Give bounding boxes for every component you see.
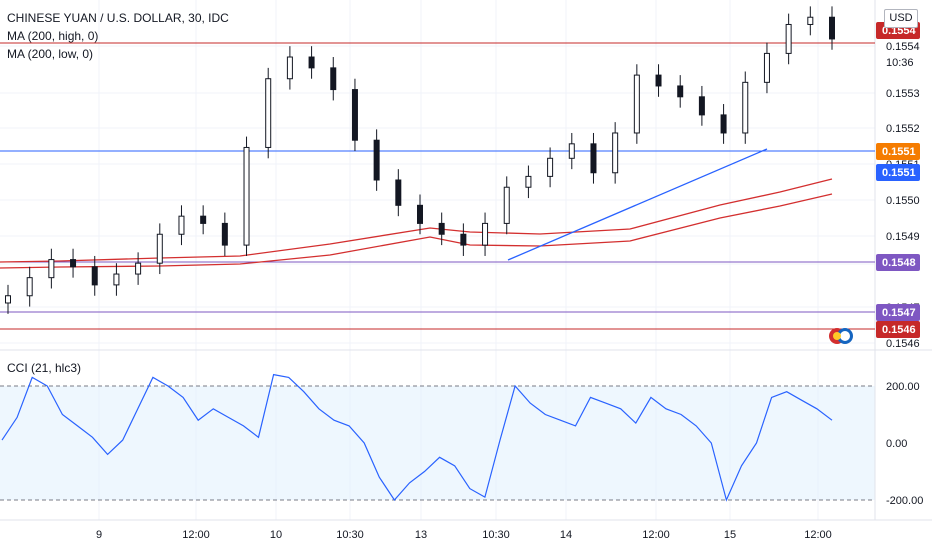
candle-body <box>590 143 597 174</box>
candle-body <box>482 222 489 246</box>
candles-group <box>5 6 835 314</box>
price-tag-label: 0.1551 <box>882 146 916 158</box>
time-tick-label: 14 <box>560 529 572 541</box>
candle-body <box>395 179 402 206</box>
currency-button[interactable]: USD <box>884 9 918 28</box>
candle-body <box>200 215 207 224</box>
flag-icon <box>829 328 853 344</box>
candle-body <box>677 85 684 98</box>
price-tag-label: 0.1551 <box>882 167 916 179</box>
time-tick-label: 10:30 <box>482 529 510 541</box>
price-tag-badge <box>876 304 920 321</box>
candle-body <box>698 96 705 116</box>
cci-axis: 200.00 0.00 -200.00 <box>886 381 923 507</box>
ma-high-line <box>0 178 833 263</box>
price-tick-label: 0.1554 <box>886 41 920 53</box>
countdown-label: 10:36 <box>886 57 914 69</box>
candle-body <box>308 56 315 69</box>
time-tick-label: 10:30 <box>336 529 364 541</box>
price-tag-label: 0.1554 <box>882 25 917 37</box>
candle-body <box>807 16 814 25</box>
time-tick-label: 10 <box>270 529 282 541</box>
candle-body <box>742 81 749 134</box>
candle-body <box>503 186 510 224</box>
cci-tick-label: 200.00 <box>886 381 920 393</box>
candle-body <box>438 222 445 235</box>
candle-body <box>221 222 228 246</box>
symbol-title[interactable]: CHINESE YUAN / U.S. DOLLAR, 30, IDC <box>7 11 229 25</box>
candle-body <box>612 132 619 174</box>
candle-body <box>633 74 640 134</box>
price-tag-label: 0.1548 <box>882 257 916 269</box>
candle-body <box>763 52 770 83</box>
candle-body <box>547 157 554 177</box>
price-tick-label: 0.1549 <box>886 231 920 243</box>
price-tag-badge <box>876 143 920 160</box>
price-tag-badge <box>876 254 920 271</box>
candle-body <box>48 259 55 279</box>
candle-body <box>525 175 532 188</box>
time-tick-label: 13 <box>415 529 427 541</box>
candle-body <box>351 89 358 141</box>
candle-body <box>91 266 98 286</box>
price-tags: 0.1554 0.1551 0.1551 0.1548 0.1547 0.1546 <box>876 22 920 338</box>
price-axis: 0.15460.15470.15480.15490.15500.15510.15… <box>886 41 920 350</box>
ma-low-legend[interactable]: MA (200, low, 0) <box>7 47 94 61</box>
price-tag-label: 0.1546 <box>882 324 916 336</box>
cci-tick-label: 0.00 <box>886 438 907 450</box>
candle-body <box>5 295 11 304</box>
candle-body <box>655 74 662 87</box>
trendline[interactable] <box>507 148 768 261</box>
price-tag-badge <box>876 164 920 181</box>
cci-line <box>1 373 833 502</box>
candle-body <box>135 262 142 275</box>
candle-body <box>178 215 185 235</box>
ma-low-line <box>0 193 833 269</box>
time-tick-label: 12:00 <box>182 529 210 541</box>
candle-body <box>265 78 272 148</box>
candle-body <box>243 146 250 246</box>
time-tick-label: 12:00 <box>642 529 670 541</box>
candle-body <box>829 16 835 40</box>
price-tick-label: 0.1546 <box>886 338 920 350</box>
price-tick-label: 0.1550 <box>886 195 920 207</box>
time-tick-label: 15 <box>724 529 736 541</box>
candle-body <box>417 204 423 224</box>
cci-band <box>0 386 875 500</box>
candle-body <box>568 143 575 159</box>
candle-body <box>330 67 337 91</box>
candle-body <box>720 114 727 134</box>
price-tag-label: 0.1547 <box>882 307 916 319</box>
price-tick-label: 0.1553 <box>886 88 920 100</box>
time-tick-label: 12:00 <box>804 529 832 541</box>
candle-body <box>460 233 467 246</box>
price-tick-label: 0.1552 <box>886 123 920 135</box>
cci-tick-label: -200.00 <box>886 495 923 507</box>
candle-body <box>26 277 33 297</box>
candle-body <box>785 23 792 54</box>
candle-body <box>156 233 163 264</box>
time-tick-label: 9 <box>96 529 102 541</box>
candle-body <box>286 56 293 80</box>
cci-legend[interactable]: CCI (21, hlc3) <box>7 361 82 375</box>
candle-body <box>113 273 120 286</box>
ma-high-legend[interactable]: MA (200, high, 0) <box>7 29 99 43</box>
time-axis: 9 12:00 10 10:30 13 10:30 14 12:00 15 12:00 <box>96 529 832 541</box>
price-tag-badge <box>876 321 920 338</box>
candle-body <box>70 259 77 268</box>
candle-body <box>373 139 380 181</box>
